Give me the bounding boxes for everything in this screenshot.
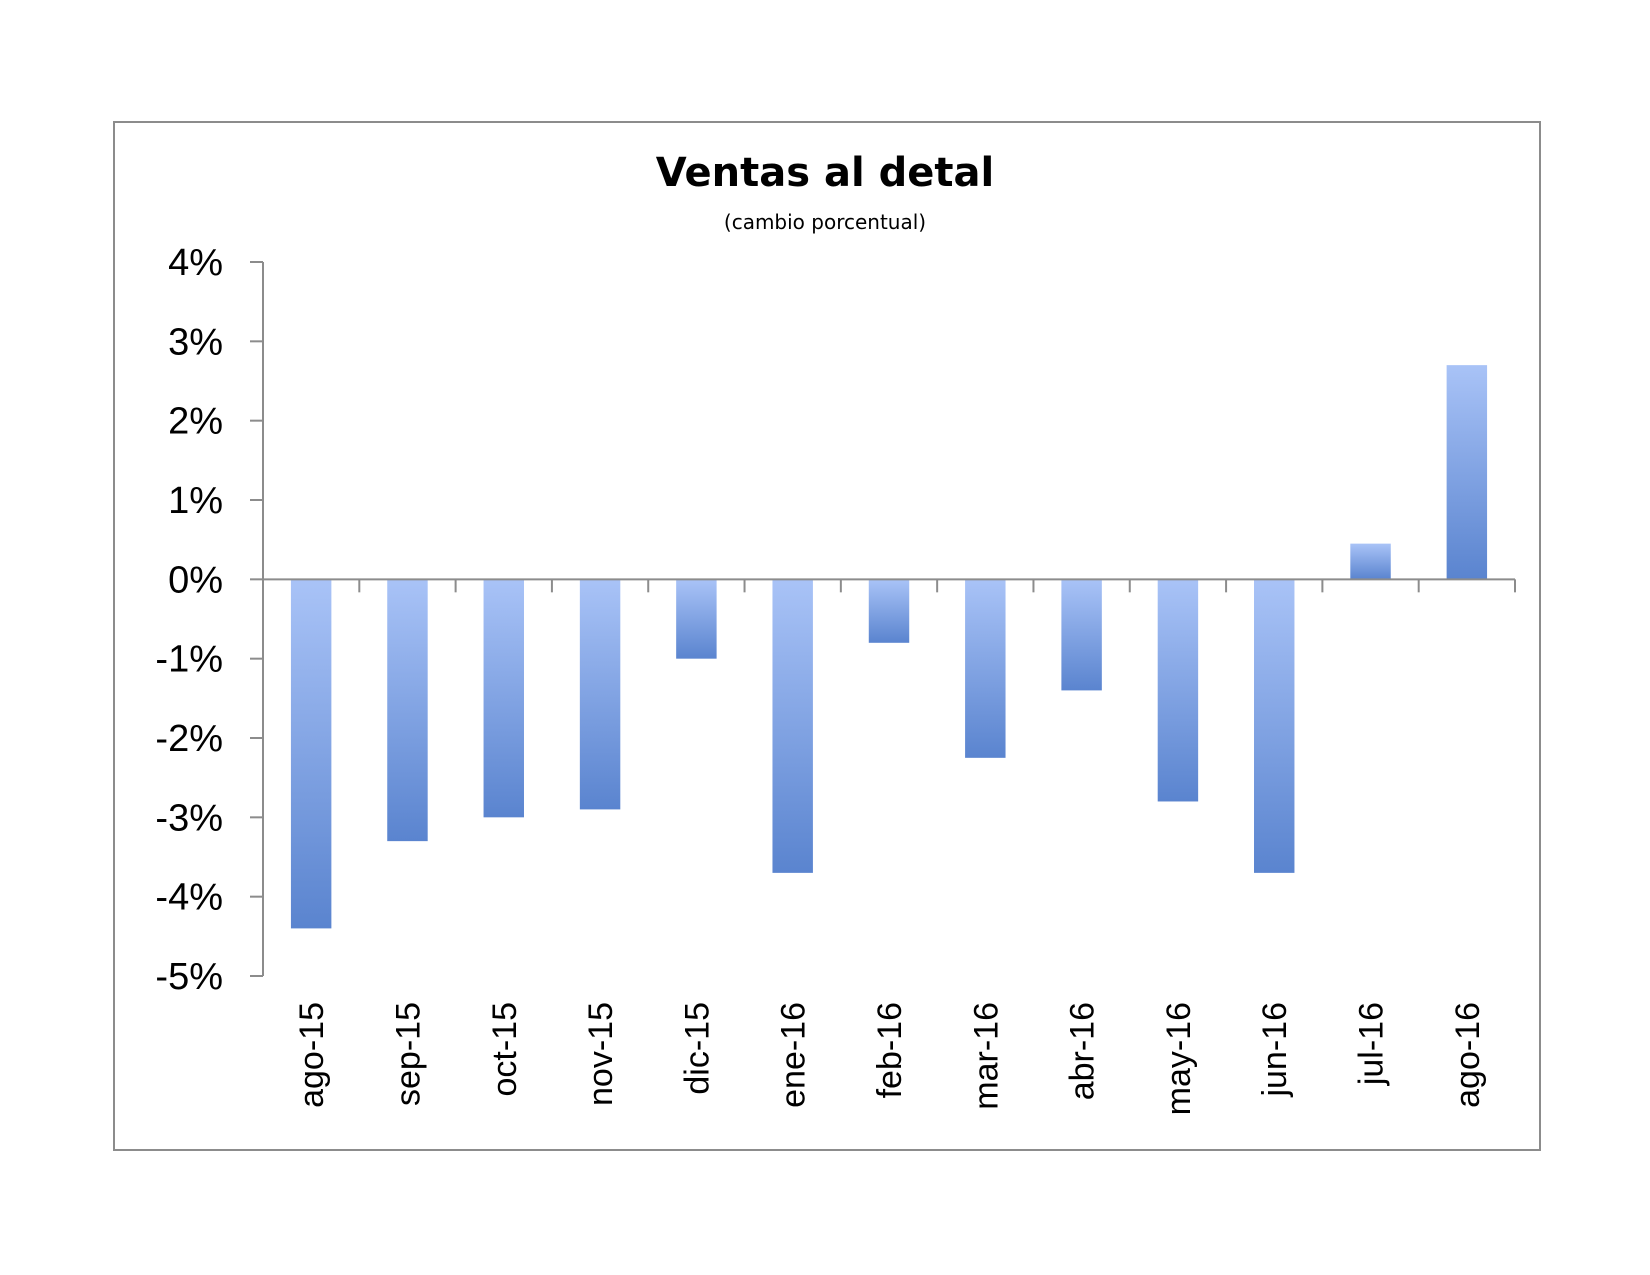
- bar-nov-15: [579, 579, 621, 810]
- y-tick-label: -3%: [155, 797, 223, 839]
- bar-oct-15: [483, 579, 524, 818]
- x-axis-labels: ago-15 sep-15 oct-15 nov-15 dic-15 ene-16 feb-…: [293, 1002, 1487, 1115]
- y-tick-label: -4%: [155, 877, 223, 919]
- chart-title: Ventas al detal: [655, 150, 995, 196]
- y-tick-label: -5%: [155, 956, 223, 998]
- y-axis: 4% 3% 2% 1% 0% -1% -2% -3% -4% -5%: [155, 242, 264, 998]
- bar-jun-16: [1254, 579, 1295, 873]
- x-tick-label: nov-15: [582, 1002, 620, 1106]
- x-tick-label: oct-15: [486, 1002, 524, 1097]
- x-tick-label: may-16: [1160, 1002, 1198, 1115]
- y-tick-label: 0%: [168, 559, 223, 601]
- chart-frame: [113, 121, 1541, 1151]
- x-tick-label: sep-15: [389, 1002, 427, 1106]
- x-tick-label: abr-16: [1064, 1002, 1102, 1100]
- x-tick-label: jul-16: [1353, 1002, 1391, 1086]
- bars: [290, 365, 1488, 929]
- bar-abr-16: [1061, 579, 1102, 691]
- y-tick-label: 3%: [168, 321, 223, 363]
- bar-feb-16: [868, 579, 910, 643]
- bar-ene-16: [772, 579, 813, 873]
- bar-ago-15: [290, 579, 332, 929]
- y-tick-label: 1%: [168, 480, 223, 522]
- bar-may-16: [1157, 579, 1199, 802]
- x-tick-label: ago-15: [293, 1002, 331, 1108]
- bar-mar-16: [965, 579, 1006, 758]
- bar-sep-15: [387, 579, 428, 842]
- x-tick-label: mar-16: [967, 1002, 1005, 1110]
- y-tick-label: -2%: [155, 718, 223, 760]
- y-tick-label: 2%: [168, 401, 223, 443]
- x-tick-label: jun-16: [1256, 1002, 1294, 1098]
- bar-ago-16: [1446, 365, 1488, 580]
- bar-jul-16: [1350, 543, 1391, 580]
- x-axis: [262, 578, 1516, 593]
- y-tick-label: 4%: [168, 242, 223, 284]
- x-tick-label: feb-16: [871, 1002, 909, 1098]
- chart-subtitle: (cambio porcentual): [723, 210, 927, 234]
- x-tick-label: ago-16: [1449, 1002, 1487, 1108]
- bar-dic-15: [676, 579, 717, 659]
- y-tick-label: -1%: [155, 639, 223, 681]
- x-tick-label: dic-15: [678, 1002, 716, 1095]
- x-tick-label: ene-16: [775, 1002, 813, 1108]
